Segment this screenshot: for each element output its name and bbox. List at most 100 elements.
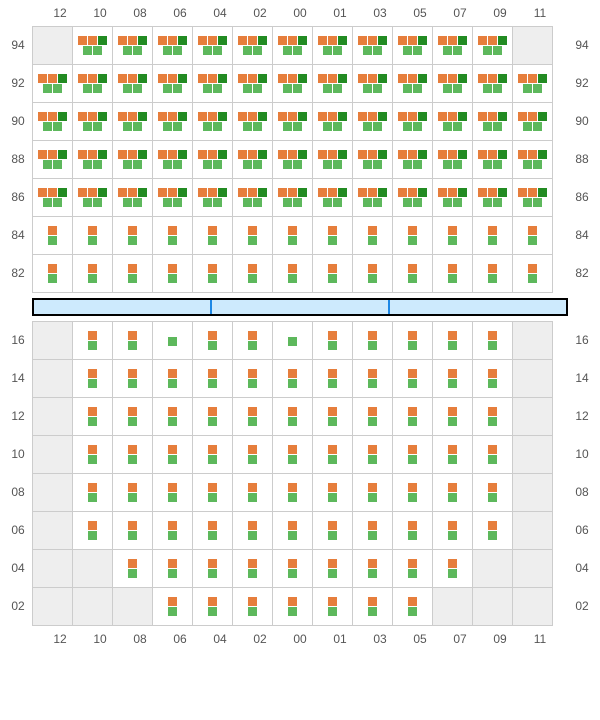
seat-marker[interactable]	[378, 188, 387, 197]
seat-marker[interactable]	[48, 150, 57, 159]
seat-marker[interactable]	[243, 122, 252, 131]
seat-marker[interactable]	[448, 483, 457, 492]
seat-cell[interactable]	[73, 436, 113, 474]
seat-marker[interactable]	[488, 74, 497, 83]
seat-marker[interactable]	[248, 559, 257, 568]
seat-marker[interactable]	[448, 369, 457, 378]
seat-marker[interactable]	[298, 74, 307, 83]
seat-marker[interactable]	[443, 84, 452, 93]
seat-marker[interactable]	[128, 188, 137, 197]
seat-marker[interactable]	[123, 46, 132, 55]
seat-marker[interactable]	[58, 74, 67, 83]
seat-cell[interactable]	[153, 27, 193, 65]
seat-marker[interactable]	[328, 150, 337, 159]
seat-cell[interactable]	[113, 255, 153, 293]
seat-marker[interactable]	[518, 188, 527, 197]
seat-marker[interactable]	[408, 274, 417, 283]
seat-marker[interactable]	[218, 36, 227, 45]
seat-cell[interactable]	[473, 217, 513, 255]
seat-marker[interactable]	[528, 226, 537, 235]
seat-cell[interactable]	[313, 103, 353, 141]
seat-marker[interactable]	[488, 407, 497, 416]
seat-marker[interactable]	[168, 36, 177, 45]
seat-marker[interactable]	[213, 198, 222, 207]
seat-marker[interactable]	[323, 122, 332, 131]
seat-marker[interactable]	[448, 455, 457, 464]
seat-marker[interactable]	[448, 569, 457, 578]
seat-cell[interactable]	[153, 360, 193, 398]
seat-marker[interactable]	[168, 264, 177, 273]
seat-cell[interactable]	[353, 179, 393, 217]
seat-cell[interactable]	[193, 179, 233, 217]
seat-marker[interactable]	[138, 36, 147, 45]
seat-marker[interactable]	[248, 607, 257, 616]
seat-marker[interactable]	[118, 150, 127, 159]
seat-marker[interactable]	[518, 112, 527, 121]
seat-marker[interactable]	[288, 445, 297, 454]
seat-cell[interactable]	[433, 474, 473, 512]
seat-marker[interactable]	[98, 74, 107, 83]
seat-marker[interactable]	[528, 236, 537, 245]
seat-cell[interactable]	[153, 550, 193, 588]
seat-cell[interactable]	[113, 360, 153, 398]
seat-marker[interactable]	[88, 150, 97, 159]
seat-marker[interactable]	[323, 198, 332, 207]
seat-marker[interactable]	[58, 112, 67, 121]
seat-cell[interactable]	[153, 588, 193, 626]
seat-marker[interactable]	[128, 264, 137, 273]
seat-marker[interactable]	[123, 84, 132, 93]
seat-marker[interactable]	[448, 264, 457, 273]
seat-marker[interactable]	[278, 150, 287, 159]
seat-cell[interactable]	[153, 398, 193, 436]
seat-cell[interactable]	[313, 436, 353, 474]
seat-marker[interactable]	[168, 112, 177, 121]
seat-marker[interactable]	[208, 188, 217, 197]
seat-marker[interactable]	[498, 112, 507, 121]
seat-cell[interactable]	[193, 27, 233, 65]
seat-marker[interactable]	[498, 188, 507, 197]
seat-marker[interactable]	[528, 188, 537, 197]
seat-marker[interactable]	[248, 36, 257, 45]
seat-cell[interactable]	[233, 588, 273, 626]
seat-marker[interactable]	[288, 493, 297, 502]
seat-marker[interactable]	[448, 445, 457, 454]
seat-marker[interactable]	[158, 36, 167, 45]
seat-marker[interactable]	[488, 445, 497, 454]
seat-cell[interactable]	[73, 398, 113, 436]
seat-marker[interactable]	[328, 521, 337, 530]
seat-marker[interactable]	[413, 160, 422, 169]
seat-marker[interactable]	[218, 188, 227, 197]
seat-marker[interactable]	[128, 417, 137, 426]
seat-marker[interactable]	[83, 198, 92, 207]
seat-marker[interactable]	[363, 84, 372, 93]
seat-marker[interactable]	[333, 46, 342, 55]
seat-cell[interactable]	[433, 255, 473, 293]
seat-marker[interactable]	[248, 407, 257, 416]
seat-marker[interactable]	[488, 531, 497, 540]
seat-marker[interactable]	[128, 569, 137, 578]
seat-marker[interactable]	[53, 198, 62, 207]
seat-marker[interactable]	[83, 46, 92, 55]
seat-marker[interactable]	[453, 46, 462, 55]
seat-cell[interactable]	[233, 550, 273, 588]
seat-marker[interactable]	[278, 112, 287, 121]
seat-marker[interactable]	[243, 84, 252, 93]
seat-marker[interactable]	[208, 341, 217, 350]
seat-marker[interactable]	[138, 112, 147, 121]
seat-marker[interactable]	[378, 150, 387, 159]
seat-marker[interactable]	[48, 226, 57, 235]
seat-cell[interactable]	[433, 103, 473, 141]
seat-marker[interactable]	[368, 597, 377, 606]
seat-cell[interactable]	[233, 255, 273, 293]
seat-marker[interactable]	[398, 150, 407, 159]
seat-cell[interactable]	[393, 360, 433, 398]
seat-cell[interactable]	[393, 512, 433, 550]
seat-marker[interactable]	[448, 341, 457, 350]
seat-marker[interactable]	[98, 188, 107, 197]
seat-cell[interactable]	[353, 360, 393, 398]
seat-marker[interactable]	[293, 198, 302, 207]
seat-marker[interactable]	[418, 36, 427, 45]
seat-marker[interactable]	[368, 445, 377, 454]
seat-marker[interactable]	[413, 46, 422, 55]
seat-marker[interactable]	[408, 445, 417, 454]
